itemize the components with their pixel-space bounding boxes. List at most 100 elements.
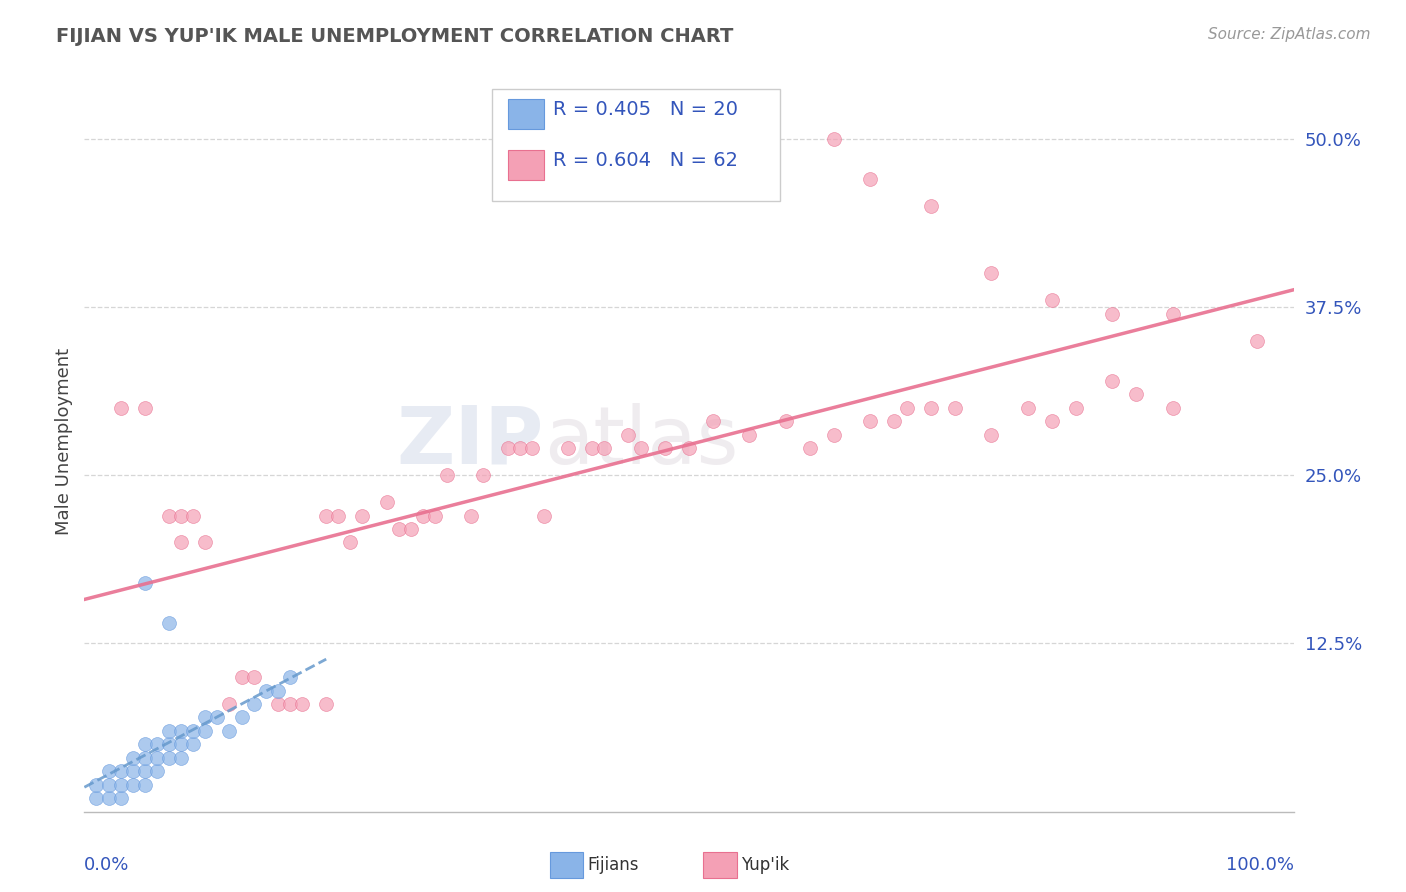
Point <box>170 738 193 752</box>
Point <box>157 616 180 631</box>
Point <box>134 778 156 792</box>
Point <box>738 427 761 442</box>
Point <box>654 442 676 456</box>
Point <box>254 683 277 698</box>
Text: FIJIAN VS YUP'IK MALE UNEMPLOYMENT CORRELATION CHART: FIJIAN VS YUP'IK MALE UNEMPLOYMENT CORRE… <box>56 27 734 45</box>
Point <box>352 508 374 523</box>
Point <box>218 723 240 738</box>
Point <box>110 401 132 415</box>
Point <box>170 751 193 765</box>
Point <box>943 401 966 415</box>
Point <box>859 414 882 428</box>
Point <box>339 535 361 549</box>
Point <box>194 723 217 738</box>
Point <box>242 670 264 684</box>
Point <box>1101 374 1123 388</box>
Point <box>315 697 337 711</box>
Text: R = 0.405   N = 20: R = 0.405 N = 20 <box>553 100 738 120</box>
Point <box>1064 401 1087 415</box>
Y-axis label: Male Unemployment: Male Unemployment <box>55 348 73 535</box>
Point <box>823 427 845 442</box>
Point <box>110 791 132 805</box>
Point <box>121 778 143 792</box>
Point <box>896 401 918 415</box>
Point <box>980 266 1002 280</box>
Point <box>231 670 253 684</box>
Point <box>134 764 156 779</box>
Text: Source: ZipAtlas.com: Source: ZipAtlas.com <box>1208 27 1371 42</box>
Point <box>702 414 724 428</box>
Point <box>399 522 422 536</box>
Point <box>859 172 882 186</box>
Point <box>1246 334 1268 348</box>
Point <box>1017 401 1039 415</box>
Point <box>86 791 108 805</box>
Point <box>520 442 543 456</box>
Point <box>134 751 156 765</box>
Point <box>1125 387 1147 401</box>
Point <box>328 508 350 523</box>
Point <box>1161 307 1184 321</box>
Point <box>207 710 229 724</box>
Point <box>1161 401 1184 415</box>
Point <box>134 401 156 415</box>
Point <box>375 495 398 509</box>
Point <box>194 535 217 549</box>
Point <box>97 791 120 805</box>
Point <box>460 508 482 523</box>
Point <box>110 778 132 792</box>
Point <box>157 751 180 765</box>
Point <box>157 723 180 738</box>
Point <box>920 401 942 415</box>
Point <box>1040 414 1063 428</box>
Point <box>121 751 143 765</box>
Point <box>1101 307 1123 321</box>
Point <box>617 427 640 442</box>
Point <box>883 414 905 428</box>
Point <box>315 508 337 523</box>
Point <box>242 697 264 711</box>
Point <box>509 442 531 456</box>
Point <box>823 131 845 145</box>
Point <box>218 697 240 711</box>
Point <box>157 738 180 752</box>
Point <box>231 710 253 724</box>
Point <box>121 764 143 779</box>
Text: R = 0.604   N = 62: R = 0.604 N = 62 <box>553 151 738 170</box>
Point <box>181 738 204 752</box>
Point <box>134 575 156 590</box>
Point <box>496 442 519 456</box>
Point <box>920 199 942 213</box>
Point <box>799 442 821 456</box>
Point <box>194 710 217 724</box>
Text: 0.0%: 0.0% <box>84 856 129 874</box>
Point <box>267 683 290 698</box>
Point <box>146 751 169 765</box>
Point <box>557 442 579 456</box>
Point <box>423 508 446 523</box>
Point <box>110 764 132 779</box>
Point <box>146 764 169 779</box>
Point <box>980 427 1002 442</box>
Point <box>630 442 652 456</box>
Point <box>291 697 314 711</box>
Point <box>134 738 156 752</box>
Text: atlas: atlas <box>544 402 738 481</box>
Point <box>278 697 301 711</box>
Point <box>97 778 120 792</box>
Point <box>472 468 495 483</box>
Point <box>86 778 108 792</box>
Point <box>170 535 193 549</box>
Point <box>170 508 193 523</box>
Text: ZIP: ZIP <box>396 402 544 481</box>
Point <box>581 442 603 456</box>
Point <box>533 508 555 523</box>
Text: 100.0%: 100.0% <box>1226 856 1294 874</box>
Point <box>181 723 204 738</box>
Point <box>146 738 169 752</box>
Point <box>170 723 193 738</box>
Point <box>775 414 797 428</box>
Point <box>678 442 700 456</box>
Point <box>97 764 120 779</box>
Point <box>412 508 434 523</box>
